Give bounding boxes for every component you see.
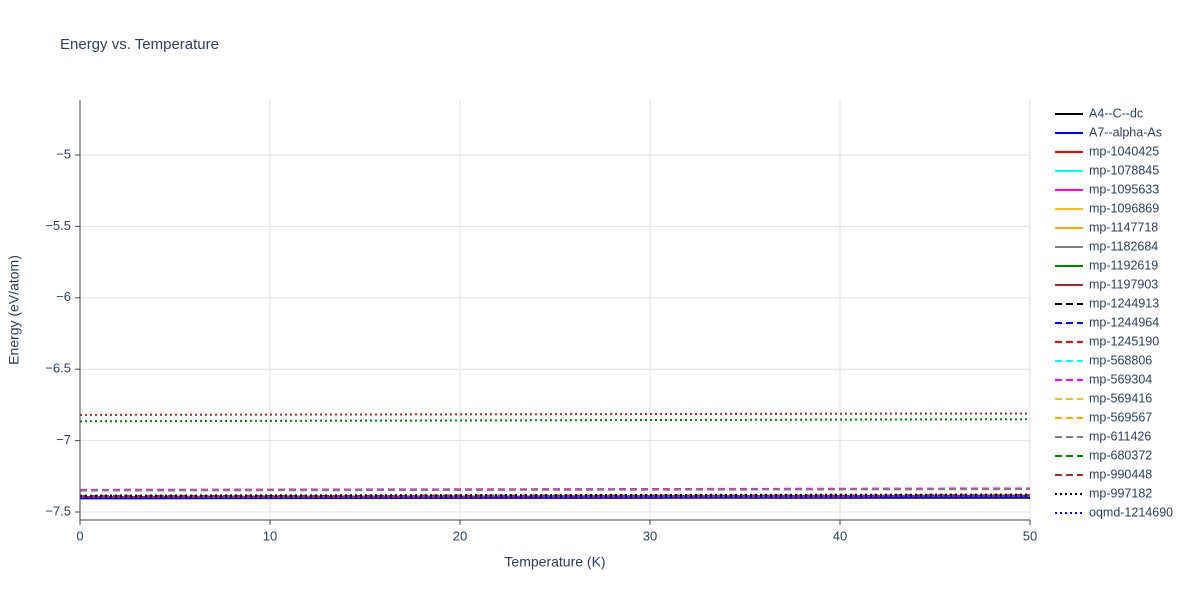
x-tick-label: 40 bbox=[833, 528, 847, 543]
x-tick-label: 20 bbox=[453, 528, 467, 543]
x-tick-label: 0 bbox=[76, 528, 83, 543]
series-line bbox=[79, 488, 1031, 492]
series-line bbox=[79, 418, 1031, 423]
legend-label: mp-1245190 bbox=[1089, 334, 1159, 348]
legend-label: mp-1040425 bbox=[1089, 144, 1159, 158]
legend: A4--C--dc A7--alpha-As mp-1040425 mp-107884… bbox=[1055, 106, 1173, 519]
y-axis-title: Energy (eV/atom) bbox=[6, 255, 22, 365]
x-tick-label: 30 bbox=[643, 528, 657, 543]
chart-title: Energy vs. Temperature bbox=[60, 36, 219, 53]
y-tick-label: −6.5 bbox=[45, 361, 71, 376]
legend-label: A4--C--dc bbox=[1089, 106, 1143, 120]
y-tick-label: −6 bbox=[56, 289, 71, 304]
legend-label: mp-568806 bbox=[1089, 353, 1152, 367]
legend-label: mp-990448 bbox=[1089, 467, 1152, 481]
plot-lines bbox=[79, 412, 1031, 500]
legend-label: mp-1197903 bbox=[1089, 277, 1158, 291]
x-tick-label: 50 bbox=[1023, 528, 1037, 543]
y-tick-label: −5 bbox=[56, 146, 71, 161]
legend-label: mp-569567 bbox=[1089, 410, 1152, 424]
series-line bbox=[79, 494, 1031, 498]
legend-label: mp-1096869 bbox=[1089, 201, 1159, 215]
legend-label: mp-1182684 bbox=[1089, 239, 1158, 253]
legend-label: mp-569416 bbox=[1089, 391, 1152, 405]
legend-label: mp-1192619 bbox=[1089, 258, 1158, 272]
y-tick-label: −5.5 bbox=[45, 218, 71, 233]
legend-label: mp-1095633 bbox=[1089, 182, 1159, 196]
y-tick-label: −7 bbox=[56, 432, 71, 447]
legend-label: oqmd-1214690 bbox=[1089, 505, 1173, 519]
x-axis-title: Temperature (K) bbox=[504, 554, 605, 570]
series-line bbox=[79, 493, 1031, 497]
legend-label: mp-611426 bbox=[1089, 429, 1151, 443]
series-line bbox=[79, 412, 1031, 416]
legend-label: mp-1244964 bbox=[1089, 315, 1159, 329]
legend-label: mp-997182 bbox=[1089, 486, 1152, 500]
axes: 0 10 20 30 40 50 −7.5 −7 −6.5 −6 −5.5 −5 bbox=[45, 100, 1037, 543]
grid bbox=[79, 100, 1031, 520]
legend-label: mp-1147718 bbox=[1089, 220, 1158, 234]
legend-label: mp-680372 bbox=[1089, 448, 1152, 462]
legend-label: mp-569304 bbox=[1089, 372, 1152, 386]
legend-label: mp-1244913 bbox=[1089, 296, 1159, 310]
legend-label: A7--alpha-As bbox=[1089, 125, 1162, 139]
legend-label: mp-1078845 bbox=[1089, 163, 1159, 177]
y-tick-label: −7.5 bbox=[45, 503, 71, 518]
series-line bbox=[79, 495, 1031, 499]
x-tick-label: 10 bbox=[263, 528, 277, 543]
